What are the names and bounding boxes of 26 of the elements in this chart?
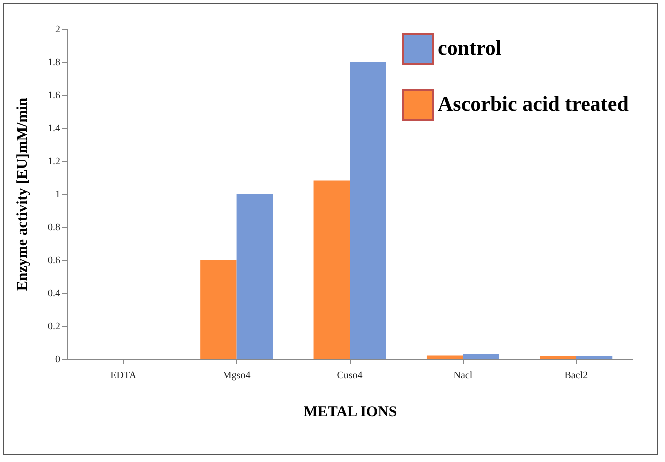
bar	[200, 260, 237, 359]
y-tick-label: 1.2	[48, 156, 60, 168]
bar	[426, 356, 464, 359]
y-tick-label: 0	[56, 354, 60, 366]
x-tick-label: Nacl	[454, 370, 473, 382]
y-tick-label: 0.4	[48, 288, 60, 300]
y-tick-label: 0.2	[48, 322, 60, 332]
legend-label: control	[438, 36, 502, 60]
y-axis-title: Enzyme activity [EU]mM/min	[15, 97, 31, 292]
y-tick-label: 1.4	[48, 124, 60, 134]
bar	[463, 354, 500, 359]
y-tick-label: 2	[56, 24, 60, 36]
y-tick-label: 0.8	[48, 222, 60, 234]
bar	[236, 194, 274, 359]
x-tick-label: Mgso4	[222, 370, 251, 382]
x-tick-label: EDTA	[110, 370, 138, 382]
x-tick-label: Bacl2	[564, 370, 588, 382]
y-tick-label: 0.6	[48, 256, 60, 266]
x-tick-label: Cuso4	[337, 370, 363, 382]
bar	[314, 180, 350, 359]
y-tick-label: 1.6	[48, 90, 60, 102]
y-tick-label: 1	[56, 190, 60, 200]
x-axis-title: METAL IONS	[304, 404, 398, 420]
legend-label: Ascorbic acid treated	[438, 92, 630, 116]
y-tick-label: 1.8	[48, 58, 60, 68]
bar	[350, 62, 386, 359]
